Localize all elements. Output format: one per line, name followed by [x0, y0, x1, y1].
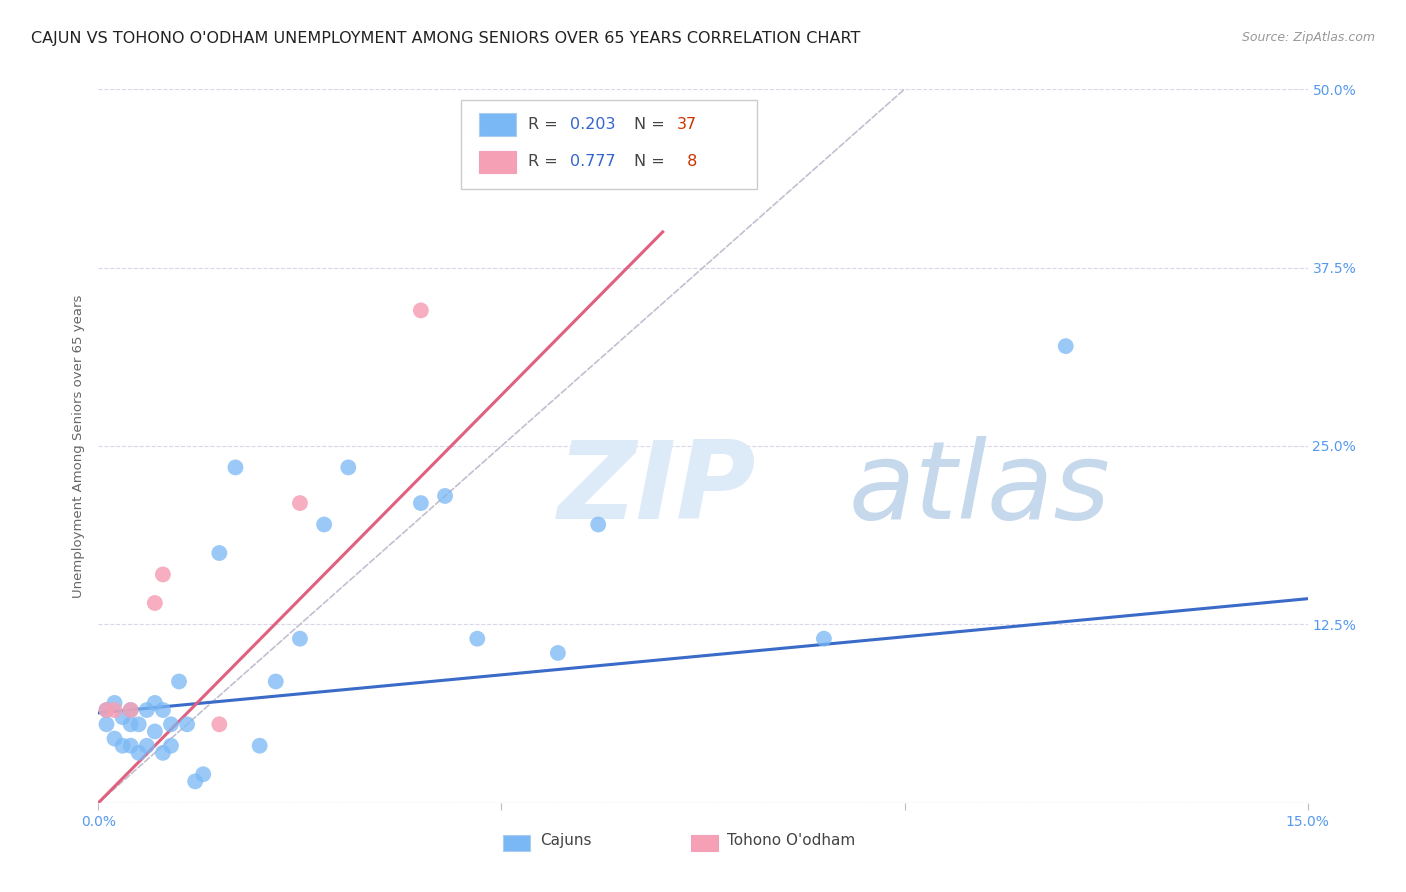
Point	[103, 703, 125, 717]
Point	[465, 632, 488, 646]
Point	[547, 646, 569, 660]
Point	[1054, 339, 1077, 353]
Point	[96, 703, 118, 717]
Point	[176, 717, 198, 731]
Point	[249, 739, 271, 753]
Point	[143, 596, 166, 610]
Point	[193, 767, 215, 781]
Point	[264, 674, 287, 689]
Text: R =: R =	[527, 118, 562, 132]
Point	[434, 489, 457, 503]
FancyBboxPatch shape	[479, 113, 516, 136]
FancyBboxPatch shape	[690, 835, 717, 851]
Text: 0.777: 0.777	[569, 154, 616, 169]
Point	[128, 717, 150, 731]
Point	[120, 717, 142, 731]
Point	[314, 517, 336, 532]
Text: 0.203: 0.203	[569, 118, 616, 132]
Text: CAJUN VS TOHONO O'ODHAM UNEMPLOYMENT AMONG SENIORS OVER 65 YEARS CORRELATION CHA: CAJUN VS TOHONO O'ODHAM UNEMPLOYMENT AMO…	[31, 31, 860, 46]
Text: Cajuns: Cajuns	[540, 833, 592, 848]
Point	[143, 724, 166, 739]
FancyBboxPatch shape	[461, 100, 758, 189]
Point	[409, 496, 432, 510]
Text: atlas: atlas	[848, 436, 1109, 541]
Point	[96, 717, 118, 731]
Text: N =: N =	[634, 154, 669, 169]
Point	[152, 703, 174, 717]
Point	[120, 703, 142, 717]
Point	[208, 546, 231, 560]
Text: R =: R =	[527, 154, 562, 169]
Point	[103, 696, 125, 710]
Text: N =: N =	[634, 118, 669, 132]
Point	[167, 674, 190, 689]
Point	[111, 739, 134, 753]
Point	[120, 703, 142, 717]
Point	[160, 717, 183, 731]
Point	[288, 496, 311, 510]
Text: 37: 37	[676, 118, 696, 132]
Point	[160, 739, 183, 753]
Point	[135, 739, 157, 753]
Point	[409, 303, 432, 318]
FancyBboxPatch shape	[503, 835, 530, 851]
Point	[208, 717, 231, 731]
Point	[135, 703, 157, 717]
Point	[224, 460, 246, 475]
Y-axis label: Unemployment Among Seniors over 65 years: Unemployment Among Seniors over 65 years	[72, 294, 86, 598]
Point	[152, 567, 174, 582]
Point	[184, 774, 207, 789]
Point	[152, 746, 174, 760]
Point	[143, 696, 166, 710]
Point	[128, 746, 150, 760]
FancyBboxPatch shape	[479, 151, 516, 173]
Point	[813, 632, 835, 646]
Text: Tohono O'odham: Tohono O'odham	[727, 833, 855, 848]
Point	[337, 460, 360, 475]
Point	[96, 703, 118, 717]
Point	[586, 517, 609, 532]
Text: Source: ZipAtlas.com: Source: ZipAtlas.com	[1241, 31, 1375, 45]
Point	[288, 632, 311, 646]
Text: ZIP: ZIP	[558, 436, 756, 541]
Point	[103, 731, 125, 746]
Text: 8: 8	[682, 154, 697, 169]
Point	[111, 710, 134, 724]
Point	[120, 739, 142, 753]
